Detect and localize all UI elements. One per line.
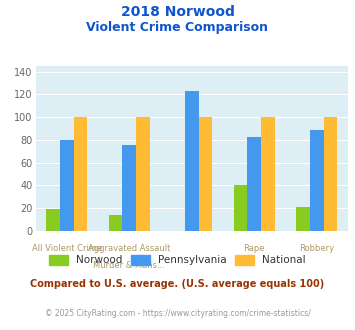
Text: 2018 Norwood: 2018 Norwood (121, 5, 234, 19)
Bar (46, 209, 60, 231)
Bar (73, 117, 87, 231)
Bar (247, 137, 261, 231)
Bar (323, 117, 337, 231)
Legend: Norwood, Pennsylvania, National: Norwood, Pennsylvania, National (45, 251, 310, 270)
Text: Robbery: Robbery (299, 244, 334, 253)
Bar (296, 207, 310, 231)
Bar (185, 91, 198, 231)
Text: All Violent Crime: All Violent Crime (32, 244, 102, 253)
Bar (109, 215, 122, 231)
Bar (136, 117, 150, 231)
Bar (122, 145, 136, 231)
Text: Compared to U.S. average. (U.S. average equals 100): Compared to U.S. average. (U.S. average … (31, 279, 324, 289)
Text: Murder & Mans...: Murder & Mans... (93, 261, 165, 270)
Bar (198, 117, 212, 231)
Bar (261, 117, 275, 231)
Text: Rape: Rape (244, 244, 265, 253)
Bar (234, 185, 247, 231)
Text: Violent Crime Comparison: Violent Crime Comparison (87, 21, 268, 34)
Text: © 2025 CityRating.com - https://www.cityrating.com/crime-statistics/: © 2025 CityRating.com - https://www.city… (45, 309, 310, 317)
Text: Aggravated Assault: Aggravated Assault (88, 244, 170, 253)
Bar (310, 130, 323, 231)
Bar (60, 140, 73, 231)
